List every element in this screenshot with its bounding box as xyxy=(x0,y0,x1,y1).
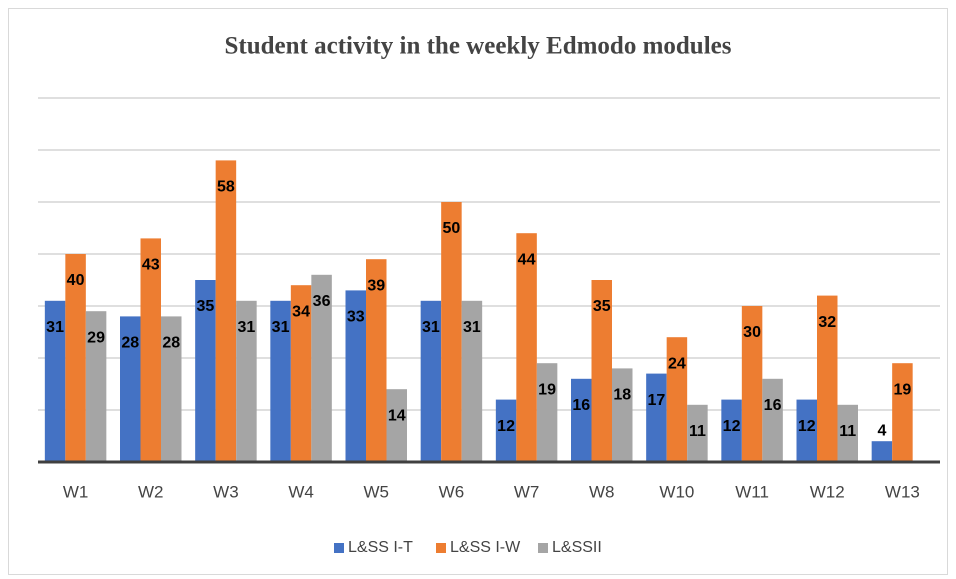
data-label: 30 xyxy=(743,324,761,341)
bar xyxy=(44,300,66,462)
legend-swatch xyxy=(436,543,446,553)
x-tick-label: W10 xyxy=(659,482,694,501)
x-tick-label: W2 xyxy=(138,482,164,501)
data-label: 12 xyxy=(723,418,741,435)
bar xyxy=(420,300,442,462)
legend-swatch xyxy=(334,543,344,553)
data-label: 35 xyxy=(593,298,611,315)
bar xyxy=(536,363,558,462)
bar xyxy=(120,316,141,462)
bar xyxy=(85,311,107,462)
bar xyxy=(762,378,783,462)
data-label: 39 xyxy=(367,277,385,294)
data-label: 28 xyxy=(121,335,139,352)
bar xyxy=(236,300,257,462)
bar xyxy=(65,254,86,462)
data-label: 28 xyxy=(162,335,180,352)
data-label: 16 xyxy=(572,397,590,414)
bar xyxy=(345,290,366,462)
bar xyxy=(311,274,332,462)
data-label: 34 xyxy=(292,303,310,320)
bar xyxy=(386,389,407,462)
x-tick-label: W11 xyxy=(735,482,769,501)
x-tick-label: W13 xyxy=(885,482,920,501)
data-label: 19 xyxy=(538,381,556,398)
bar xyxy=(215,160,237,462)
chart-frame xyxy=(8,8,948,575)
bar xyxy=(366,259,387,462)
x-tick-label: W8 xyxy=(589,482,615,501)
data-label: 4 xyxy=(877,422,886,439)
bar xyxy=(571,378,592,462)
bar xyxy=(796,399,817,462)
data-label: 33 xyxy=(347,309,365,326)
data-label: 58 xyxy=(217,179,235,196)
data-label: 17 xyxy=(648,392,666,409)
data-label: 19 xyxy=(894,381,912,398)
x-tick-label: W3 xyxy=(213,482,239,501)
data-label: 40 xyxy=(67,272,85,289)
bar xyxy=(892,363,913,462)
bar xyxy=(612,368,633,462)
data-label: 11 xyxy=(689,423,706,440)
data-label: 43 xyxy=(142,257,160,274)
x-tick-label: W12 xyxy=(810,482,845,501)
data-label: 18 xyxy=(613,387,631,404)
legend-label: L&SS I-W xyxy=(450,539,521,556)
chart-title: Student activity in the weekly Edmodo mo… xyxy=(225,33,732,60)
legend-label: L&SS I-T xyxy=(348,539,413,556)
legend-swatch xyxy=(538,543,548,553)
bar xyxy=(441,202,462,462)
data-label: 16 xyxy=(764,397,782,414)
x-tick-label: W6 xyxy=(439,482,465,501)
bar xyxy=(591,280,612,462)
bar xyxy=(721,399,742,462)
data-label: 31 xyxy=(272,319,290,336)
data-label: 31 xyxy=(422,319,440,336)
data-label: 31 xyxy=(463,319,481,336)
legend-label: L&SSII xyxy=(552,539,602,556)
bar xyxy=(195,280,216,462)
bar xyxy=(461,300,483,462)
data-label: 29 xyxy=(87,329,105,346)
bar xyxy=(290,285,312,462)
data-label: 24 xyxy=(668,355,686,372)
bar xyxy=(871,441,893,462)
x-tick-label: W1 xyxy=(63,482,89,501)
x-tick-label: W7 xyxy=(514,482,540,501)
x-tick-label: W4 xyxy=(288,482,314,501)
data-label: 35 xyxy=(197,298,215,315)
data-label: 44 xyxy=(518,251,536,268)
bar xyxy=(741,306,763,462)
bar xyxy=(817,295,838,462)
data-label: 31 xyxy=(238,319,256,336)
bar xyxy=(270,300,291,462)
bar xyxy=(837,404,858,462)
bar xyxy=(687,404,708,462)
bar xyxy=(161,316,182,462)
data-label: 14 xyxy=(388,407,406,424)
data-label: 50 xyxy=(443,220,461,237)
bar xyxy=(666,337,688,462)
data-label: 31 xyxy=(46,319,64,336)
bar xyxy=(646,373,667,462)
bar xyxy=(495,399,517,462)
bar xyxy=(516,233,537,462)
data-label: 12 xyxy=(798,418,816,435)
data-label: 11 xyxy=(839,423,856,440)
bar xyxy=(140,238,161,462)
x-tick-label: W5 xyxy=(364,482,390,501)
data-label: 36 xyxy=(313,293,331,310)
data-label: 12 xyxy=(497,418,515,435)
data-label: 32 xyxy=(818,314,836,331)
